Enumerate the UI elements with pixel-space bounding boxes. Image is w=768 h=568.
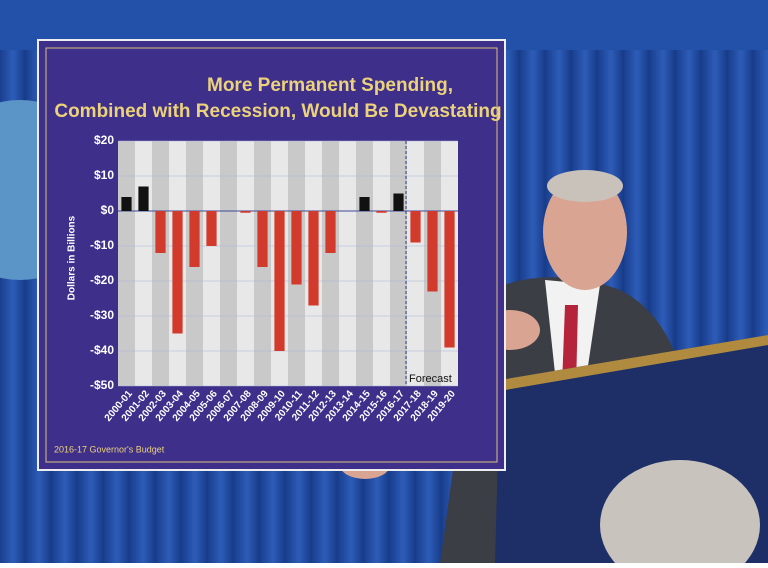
bar [274,211,285,351]
column-stripe [118,141,135,386]
y-tick-label: $0 [101,203,115,217]
column-stripe [356,141,373,386]
bar [172,211,183,334]
chart-subtitle: Combined with Recession, Would Be Devast… [54,101,501,122]
bar [291,211,302,285]
y-tick-label: -$40 [90,343,114,357]
y-tick-label: $10 [94,168,114,182]
y-tick-label: -$10 [90,238,114,252]
bar [359,197,370,211]
column-stripe [220,141,237,386]
bar [410,211,421,243]
chart-title: More Permanent Spending, [207,75,453,96]
bar [393,193,404,211]
bar [427,211,438,292]
footer: 2016-17 Governor's Budget [54,444,165,454]
bar [376,211,387,213]
bar [155,211,166,253]
bar [138,186,149,211]
bar [325,211,336,253]
column-stripe [322,141,339,386]
bar [240,211,251,213]
y-axis-label: Dollars in Billions [67,215,78,300]
head-foreground [600,460,760,568]
board-border [45,47,498,463]
y-tick-label: -$20 [90,273,114,287]
y-tick-label: $20 [94,133,114,147]
bar [121,197,132,211]
column-stripe [390,141,407,386]
bar [257,211,268,267]
bar [189,211,200,267]
podium-trim [500,335,768,390]
bar [206,211,217,246]
bar [444,211,455,348]
bar [308,211,319,306]
annotation: Forecast [409,373,452,385]
y-tick-label: -$50 [90,378,114,392]
column-stripe [152,141,169,386]
y-tick-label: -$30 [90,308,114,322]
